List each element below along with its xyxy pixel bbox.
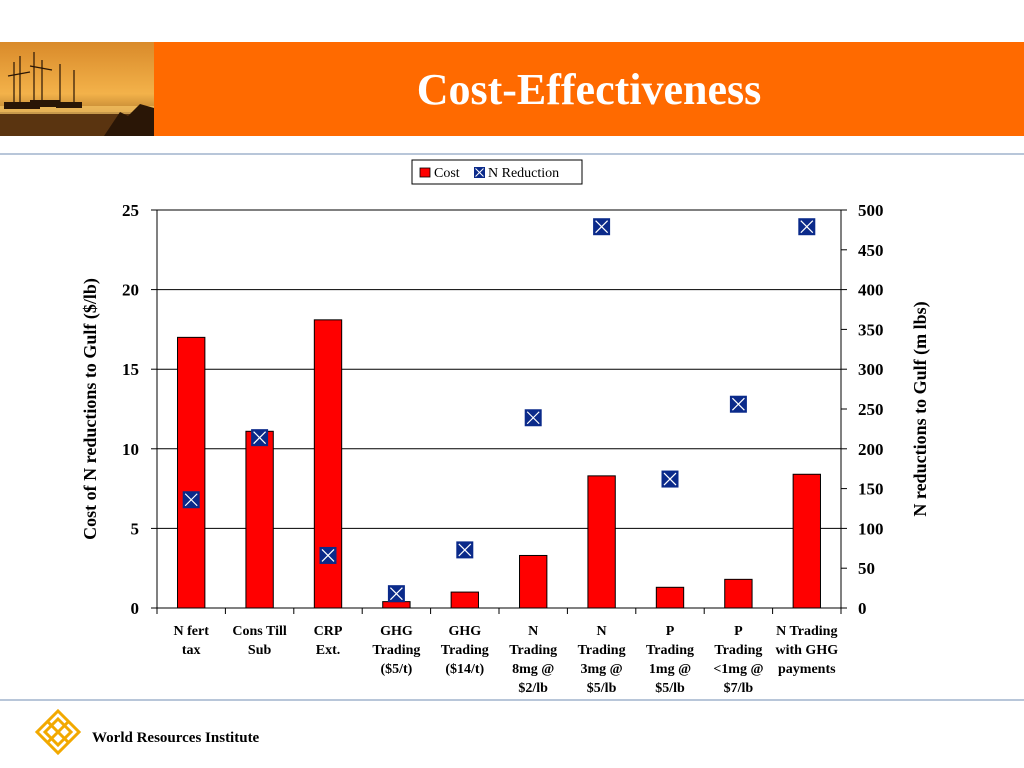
category-labels: N fert tax Cons Till Sub CRP Ext. GHG Trading ($…	[174, 624, 839, 696]
y-tick-label: 0	[131, 599, 140, 618]
page-title: Cost-Effectiveness	[416, 65, 762, 114]
y2-tick-label: 300	[858, 360, 884, 379]
category-label-line: GHG	[448, 624, 481, 639]
category-label-line: N fert	[174, 624, 210, 639]
n-reduction-marker	[387, 585, 405, 603]
category-label-line: Trading	[714, 643, 762, 658]
cost-bar	[450, 591, 479, 609]
left-axis-ticks: 0 5 10 15 20 25	[122, 201, 157, 618]
cost-bar	[519, 554, 548, 609]
category-label-line: GHG	[380, 624, 413, 639]
y2-tick-label: 350	[858, 320, 884, 339]
n-reduction-marker	[729, 395, 747, 413]
category-label-line: Trading	[578, 643, 626, 658]
category-label-line: Cons Till	[232, 624, 286, 639]
cost-bar	[245, 430, 274, 609]
cost-bar	[724, 578, 753, 609]
category-label-line: N	[528, 624, 538, 639]
n-reduction-marker	[251, 429, 269, 447]
category-label-line: P	[666, 624, 675, 639]
cost-bar	[177, 336, 206, 609]
category-label-line: $5/lb	[655, 681, 685, 696]
category-label: GHG Trading ($14/t)	[441, 624, 489, 677]
right-axis-ticks: 0 50 100 150 200 250 300 350 400 450 500	[841, 201, 884, 618]
category-label-line: tax	[182, 643, 201, 658]
category-label: N Trading with GHG payments	[775, 624, 838, 677]
divider-bottom	[0, 699, 1024, 701]
y2-tick-label: 450	[858, 241, 884, 260]
y2-tick-label: 50	[858, 559, 875, 578]
title-banner	[0, 42, 1024, 136]
category-label-line: $2/lb	[518, 681, 548, 696]
y2-tick-label: 400	[858, 281, 884, 300]
y2-tick-label: 100	[858, 519, 884, 538]
category-label-line: ($14/t)	[445, 662, 484, 677]
harbor-sunset-photo	[0, 42, 154, 136]
y-tick-label: 10	[122, 440, 139, 459]
category-label: P Trading 1mg @ $5/lb	[646, 624, 694, 696]
category-label-line: payments	[778, 662, 836, 677]
category-label: P Trading <1mg @ $7/lb	[713, 624, 763, 696]
category-label-line: 3mg @	[581, 662, 623, 677]
y2-axis-label: N reductions to Gulf (m lbs)	[910, 301, 931, 516]
y-tick-label: 20	[122, 281, 139, 300]
y2-tick-label: 250	[858, 400, 884, 419]
category-label-line: P	[734, 624, 743, 639]
n-reduction-markers	[182, 218, 816, 603]
category-label: N fert tax	[174, 624, 210, 658]
category-label-line: Trading	[441, 643, 489, 658]
n-reduction-marker	[319, 546, 337, 564]
divider-top	[0, 153, 1024, 155]
cost-bar	[382, 601, 411, 609]
category-label: N Trading 8mg @ $2/lb	[509, 624, 557, 696]
cost-bars	[177, 319, 821, 609]
legend-label-cost: Cost	[434, 166, 460, 181]
cost-effectiveness-chart: Cost N Reduction 0 5 10 15 20 25 0 50 100 150 200…	[80, 159, 931, 696]
legend-marker-n-reduction	[474, 167, 485, 178]
category-label-line: Trading	[372, 643, 420, 658]
y-axis-label: Cost of N reductions to Gulf ($/lb)	[80, 278, 101, 540]
category-label: N Trading 3mg @ $5/lb	[578, 624, 626, 696]
cost-bar	[587, 475, 616, 609]
legend-box	[411, 159, 583, 185]
n-reduction-marker	[798, 218, 816, 236]
legend: Cost N Reduction	[411, 159, 583, 185]
y2-tick-label: 150	[858, 480, 884, 499]
category-label-line: Sub	[248, 643, 272, 658]
n-reduction-marker	[593, 218, 611, 236]
wri-logo	[34, 708, 82, 756]
category-label-line: Ext.	[316, 643, 341, 658]
category-label-line: Trading	[509, 643, 557, 658]
category-label: GHG Trading ($5/t)	[372, 624, 420, 677]
y-tick-label: 15	[122, 360, 139, 379]
category-label: CRP Ext.	[314, 624, 343, 658]
category-label-line: <1mg @	[713, 662, 763, 677]
y2-tick-label: 0	[858, 599, 867, 618]
cost-bar	[313, 319, 343, 609]
cost-bar	[655, 586, 685, 609]
category-label-line: 8mg @	[512, 662, 554, 677]
y2-tick-label: 200	[858, 440, 884, 459]
n-reduction-marker	[456, 541, 474, 559]
category-label-line: $7/lb	[724, 681, 754, 696]
category-label-line: N	[597, 624, 607, 639]
category-label-line: Trading	[646, 643, 694, 658]
category-label-line: with GHG	[775, 643, 838, 658]
category-label: Cons Till Sub	[232, 624, 286, 658]
y-tick-label: 25	[122, 201, 139, 220]
cost-bar	[792, 473, 821, 609]
category-label-line: ($5/t)	[380, 662, 412, 677]
n-reduction-marker	[182, 491, 200, 509]
n-reduction-marker	[661, 470, 679, 488]
y2-tick-label: 500	[858, 201, 884, 220]
category-label-line: CRP	[314, 624, 343, 639]
y-tick-label: 5	[131, 519, 140, 538]
category-label-line: 1mg @	[649, 662, 691, 677]
category-label-line: N Trading	[776, 624, 837, 639]
organization-name: World Resources Institute	[92, 730, 260, 746]
n-reduction-marker	[524, 409, 542, 427]
legend-swatch-cost	[419, 167, 431, 178]
category-label-line: $5/lb	[587, 681, 617, 696]
legend-label-n-reduction: N Reduction	[488, 166, 559, 181]
